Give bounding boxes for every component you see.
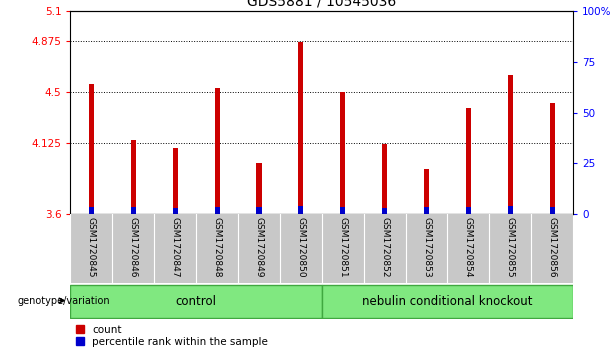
Text: GSM1720845: GSM1720845 [87,217,96,277]
Bar [215,88,219,214]
Text: control: control [176,295,216,308]
Text: genotype/variation: genotype/variation [18,295,110,306]
Bar [173,148,178,214]
Text: GSM1720846: GSM1720846 [129,217,138,277]
Text: GSM1720850: GSM1720850 [296,217,305,278]
Bar [89,207,94,214]
FancyBboxPatch shape [322,285,573,318]
Text: nebulin conditional knockout: nebulin conditional knockout [362,295,533,308]
Bar [550,207,555,214]
Bar [466,207,471,214]
Text: GSM1720848: GSM1720848 [213,217,222,277]
Bar [382,208,387,214]
Bar [340,92,345,214]
Bar [131,140,136,214]
Bar [131,207,136,214]
Text: GSM1720856: GSM1720856 [547,217,557,278]
Text: GSM1720847: GSM1720847 [170,217,180,277]
Legend: count, percentile rank within the sample: count, percentile rank within the sample [75,325,268,347]
Bar [382,144,387,214]
Bar [299,42,303,214]
Text: GSM1720853: GSM1720853 [422,217,431,278]
Bar [424,170,429,214]
Bar [424,207,429,214]
Bar [256,163,262,214]
Text: GSM1720855: GSM1720855 [506,217,515,278]
Bar [89,84,94,214]
Bar [550,103,555,214]
Text: GSM1720852: GSM1720852 [380,217,389,277]
Bar [508,206,513,214]
Bar [340,207,345,214]
Text: GSM1720854: GSM1720854 [464,217,473,277]
Bar [173,208,178,214]
Bar [215,207,219,214]
FancyBboxPatch shape [70,285,322,318]
Bar [299,206,303,214]
Title: GDS5881 / 10545036: GDS5881 / 10545036 [247,0,397,8]
Bar [256,207,262,214]
Bar [508,74,513,214]
Bar [466,109,471,214]
Text: GSM1720849: GSM1720849 [254,217,264,277]
Text: GSM1720851: GSM1720851 [338,217,348,278]
